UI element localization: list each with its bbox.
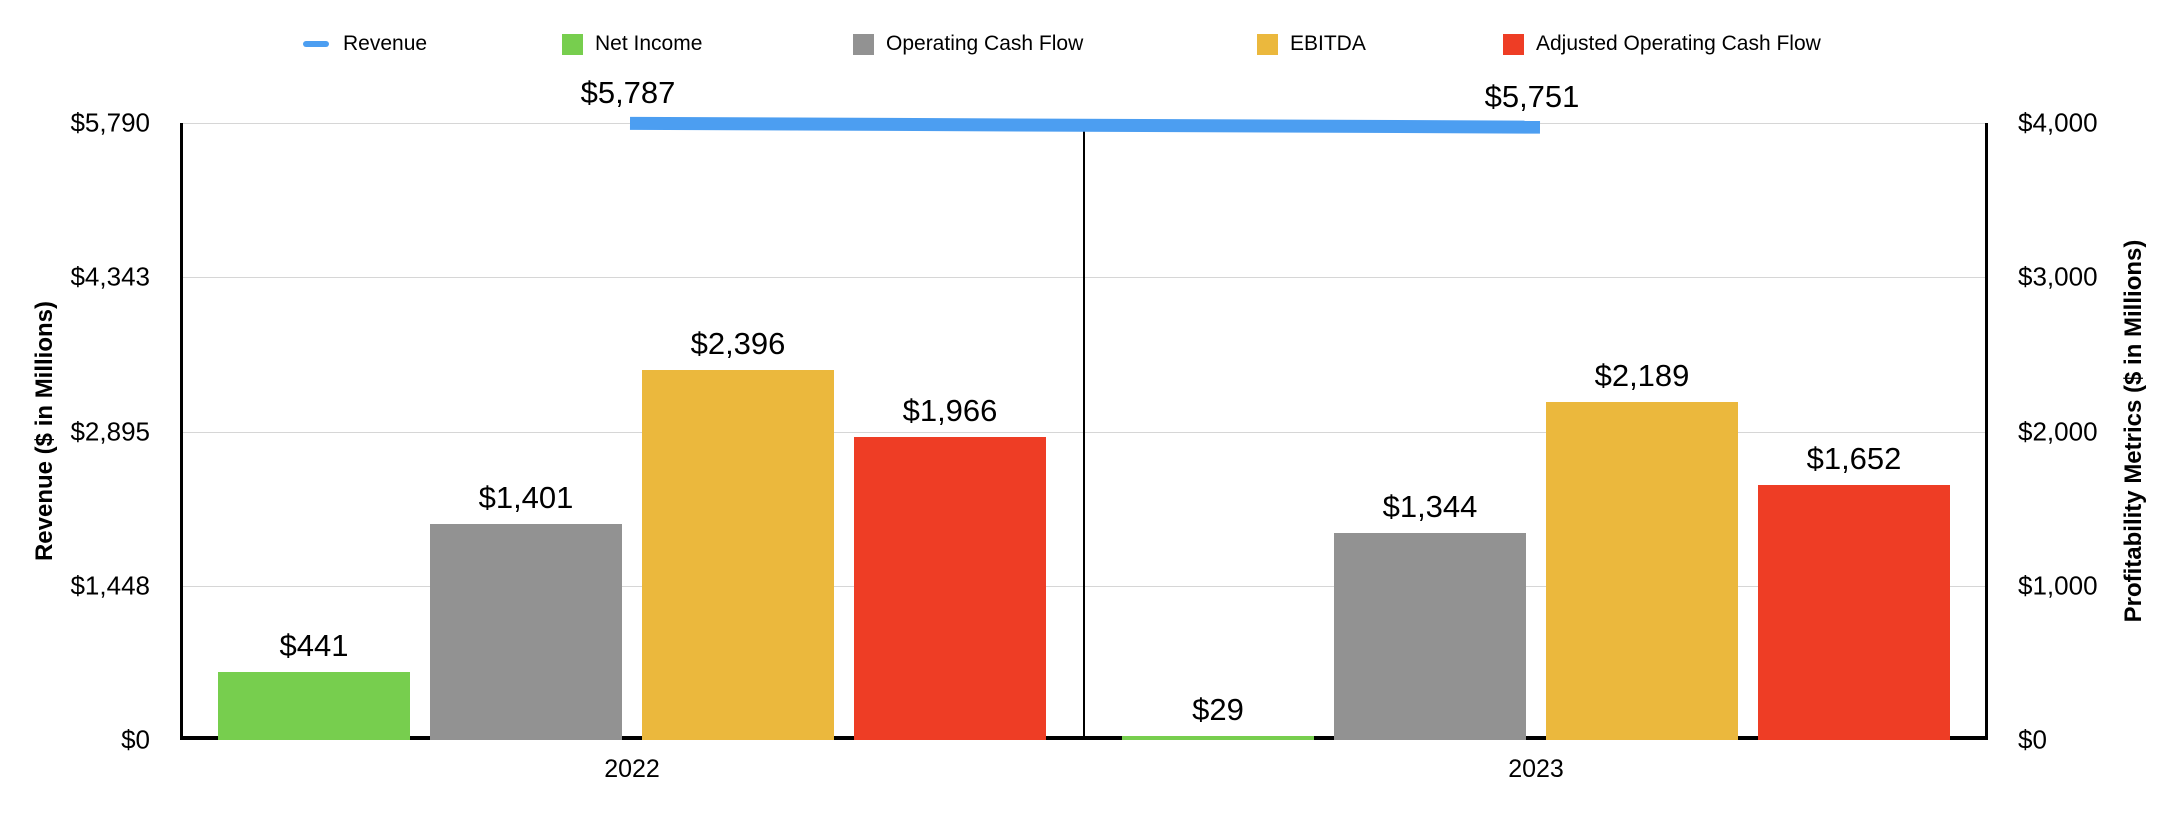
x-axis-label-2022: 2022 xyxy=(604,755,660,783)
line-value-label-revenue-2022: $5,787 xyxy=(580,75,676,111)
ebitda-swatch-icon xyxy=(1257,33,1278,55)
right-axis-tick: $0 xyxy=(2018,724,2047,755)
right-axis-tick: $3,000 xyxy=(2018,261,2098,292)
plot-area xyxy=(180,123,1988,740)
legend-item-net-income: Net Income xyxy=(562,31,702,57)
legend-label: Net Income xyxy=(595,32,703,55)
left-axis-tick: $5,790 xyxy=(70,107,150,138)
legend-item-adjusted-operating-cash-flow: Adjusted Operating Cash Flow xyxy=(1503,31,1821,57)
left-axis-tick: $2,895 xyxy=(70,416,150,446)
gridline xyxy=(183,432,1985,433)
legend-item-operating-cash-flow: Operating Cash Flow xyxy=(853,31,1083,57)
left-axis-title: Revenue ($ in Millions) xyxy=(31,300,58,562)
legend-label: Adjusted Operating Cash Flow xyxy=(1536,32,1821,55)
legend-label: Operating Cash Flow xyxy=(886,32,1084,55)
line-value-label-revenue-2023: $5,751 xyxy=(1484,79,1580,115)
right-axis-tick: $4,000 xyxy=(2018,107,2098,138)
left-axis-tick: $1,448 xyxy=(70,570,150,601)
net-income-swatch-icon xyxy=(562,33,583,55)
right-axis-tick: $2,000 xyxy=(2018,416,2098,446)
gridline xyxy=(183,123,1985,124)
right-axis-title: Profitability Metrics ($ in Millions) xyxy=(2120,239,2147,623)
legend-item-ebitda: EBITDA xyxy=(1257,31,1366,57)
legend-label: Revenue xyxy=(343,32,428,55)
x-axis-label-2023: 2023 xyxy=(1508,755,1564,783)
revenue-swatch-icon xyxy=(303,41,329,47)
adjusted-operating-cash-flow-swatch-icon xyxy=(1503,33,1524,55)
gridline xyxy=(183,277,1985,278)
legend-item-revenue: Revenue xyxy=(303,31,427,57)
legend-label: EBITDA xyxy=(1290,32,1366,55)
operating-cash-flow-swatch-icon xyxy=(853,33,874,55)
left-axis-tick: $4,343 xyxy=(70,261,150,292)
left-axis-tick: $0 xyxy=(121,724,150,755)
right-axis-tick: $1,000 xyxy=(2018,570,2098,601)
gridline xyxy=(183,586,1985,587)
